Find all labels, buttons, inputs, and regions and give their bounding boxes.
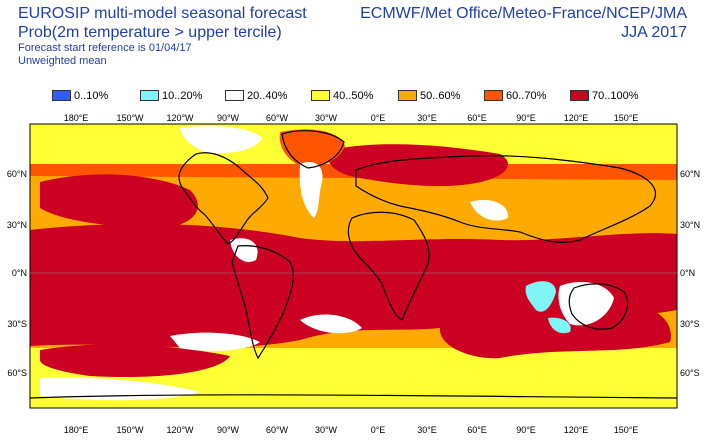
- south-pacific-low-patch: [170, 332, 260, 351]
- lat-label: 0°N: [12, 268, 27, 278]
- arctic-canada-low: [180, 126, 262, 154]
- lon-label: 60°W: [266, 113, 289, 123]
- probability-map: 180°E 150°W 120°W 90°W 60°W 30°W 0°E 30°…: [7, 113, 700, 435]
- legend-label: 70..100%: [592, 90, 639, 102]
- lat-label: 30°N: [680, 220, 700, 230]
- legend-label: 0..10%: [74, 90, 109, 102]
- weighting-note: Unweighted mean: [18, 55, 107, 67]
- lon-label: 150°W: [116, 425, 144, 435]
- lon-label: 120°W: [166, 113, 194, 123]
- greenland-field: [279, 129, 345, 167]
- lon-label: 0°E: [371, 425, 386, 435]
- legend-swatch: [484, 90, 503, 101]
- lon-label: 150°E: [614, 113, 639, 123]
- lat-label: 30°S: [680, 319, 700, 329]
- lat-label: 0°N: [680, 268, 695, 278]
- lat-label: 60°S: [680, 368, 700, 378]
- left-latitude-labels: 60°N 30°N 0°N 30°S 60°S: [7, 169, 27, 378]
- probability-field: [30, 124, 677, 408]
- lon-label: 120°E: [564, 425, 589, 435]
- lon-label: 150°W: [116, 113, 144, 123]
- lon-label: 180°E: [64, 425, 89, 435]
- lon-label: 150°E: [614, 425, 639, 435]
- southern-ocean-low-patch: [40, 377, 200, 401]
- north-pacific-warm: [40, 174, 198, 229]
- eurasia-coast: [355, 155, 656, 244]
- lon-label: 30°E: [417, 425, 437, 435]
- atlantic-low-patch: [299, 162, 323, 218]
- lon-label: 60°W: [266, 425, 289, 435]
- legend-label: 60..70%: [506, 90, 547, 102]
- lat-label: 60°N: [7, 169, 27, 179]
- lon-label: 30°W: [315, 113, 338, 123]
- map-subtitle: Prob(2m temperature > upper tercile): [18, 24, 282, 41]
- africa-coast: [347, 211, 430, 321]
- legend-label: 20..40%: [247, 90, 288, 102]
- season-label: JJA 2017: [621, 24, 687, 41]
- south-pacific-warm: [40, 344, 230, 378]
- greenland-coast: [281, 130, 345, 169]
- lon-label: 0°E: [371, 113, 386, 123]
- legend-swatch: [225, 90, 244, 101]
- lon-label: 30°W: [315, 425, 338, 435]
- lon-label: 60°E: [467, 113, 487, 123]
- lon-label: 120°W: [166, 425, 194, 435]
- centres-label: ECMWF/Met Office/Meteo-France/NCEP/JMA: [360, 5, 687, 22]
- legend-label: 10..20%: [162, 90, 203, 102]
- map-area: 180°E 150°W 120°W 90°W 60°W 30°W 0°E 30°…: [0, 110, 705, 439]
- indian-ocean-cool-patch: [525, 281, 556, 312]
- lon-label: 60°E: [467, 425, 487, 435]
- tropical-warm-band: [30, 223, 677, 348]
- legend-swatch: [570, 90, 589, 101]
- lat-label: 60°N: [680, 169, 700, 179]
- legend-swatch: [311, 90, 330, 101]
- lon-label: 90°W: [217, 113, 240, 123]
- bottom-longitude-labels: 180°E 150°W 120°W 90°W 60°W 30°W 0°E 30°…: [64, 425, 639, 435]
- legend-label: 40..50%: [333, 90, 374, 102]
- lat-label: 30°N: [7, 220, 27, 230]
- south-america-coast: [231, 245, 294, 360]
- south-atlantic-low-patch: [300, 314, 362, 334]
- top-longitude-labels: 180°E 150°W 120°W 90°W 60°W 30°W 0°E 30°…: [64, 113, 639, 123]
- europe-warm: [328, 144, 509, 187]
- australia-coast: [568, 283, 629, 330]
- amazon-low-patch: [230, 238, 258, 262]
- header-left: EUROSIP multi-model seasonal forecast Pr…: [18, 4, 307, 68]
- color-legend: 0..10% 10..20% 20..40% 40..50% 50..60% 6…: [52, 89, 652, 103]
- north-america-coast: [178, 152, 269, 245]
- coastlines: [30, 130, 677, 399]
- lon-label: 90°E: [516, 425, 536, 435]
- lat-label: 30°S: [7, 319, 27, 329]
- legend-swatch: [140, 90, 159, 101]
- legend-swatch: [398, 90, 417, 101]
- south-australia-cool-patch: [548, 317, 571, 334]
- legend-label: 50..60%: [420, 90, 461, 102]
- right-latitude-labels: 60°N 30°N 0°N 30°S 60°S: [680, 169, 700, 378]
- map-title: EUROSIP multi-model seasonal forecast: [18, 5, 307, 22]
- lon-label: 90°W: [217, 425, 240, 435]
- lon-label: 180°E: [64, 113, 89, 123]
- lon-label: 120°E: [564, 113, 589, 123]
- map-frame: [29, 123, 678, 409]
- legend-swatch: [52, 90, 71, 101]
- lon-label: 30°E: [417, 113, 437, 123]
- forecast-reference: Forecast start reference is 01/04/17: [18, 42, 192, 54]
- lon-label: 90°E: [516, 113, 536, 123]
- lat-label: 60°S: [7, 368, 27, 378]
- india-low-patch: [470, 199, 509, 221]
- header-right: ECMWF/Met Office/Meteo-France/NCEP/JMA J…: [360, 4, 687, 42]
- antarctica-coast: [30, 394, 677, 399]
